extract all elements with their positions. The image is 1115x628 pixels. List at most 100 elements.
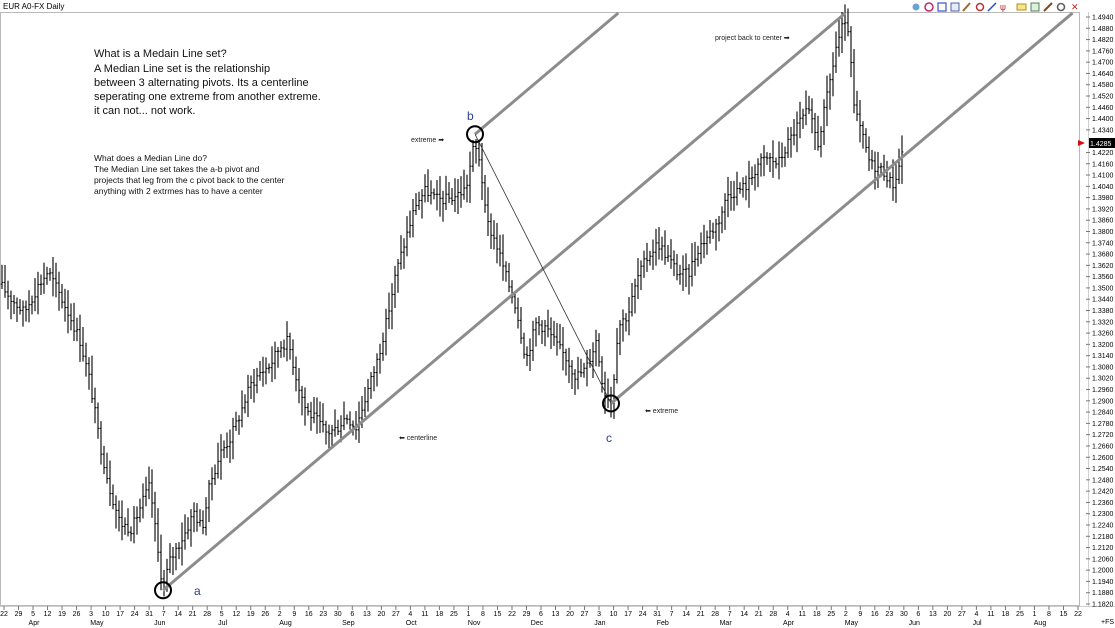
last-price-box — [1089, 138, 1115, 148]
y-tick-label: 1.4100 — [1092, 173, 1114, 180]
x-tick-label: 28 — [711, 611, 719, 618]
y-tick-label: 1.3260 — [1092, 331, 1114, 338]
x-tick-label: 7 — [162, 611, 166, 618]
x-tick-label: 18 — [1002, 611, 1010, 618]
x-month-label: Jul — [973, 620, 982, 627]
y-tick-label: 1.2840 — [1092, 410, 1114, 417]
cloud-icon[interactable] — [912, 3, 920, 11]
x-tick-label: 22 — [508, 611, 516, 618]
x-month-label: Dec — [531, 620, 544, 627]
last-price-marker: 1.4285 — [1078, 138, 1115, 148]
y-tick-label: 1.3200 — [1092, 342, 1114, 349]
x-tick-label: 30 — [900, 611, 908, 618]
x-tick-label: 15 — [494, 611, 502, 618]
close-icon[interactable]: ✕ — [1071, 3, 1079, 13]
x-month-label: Aug — [1034, 620, 1047, 627]
median-line-icon[interactable]: ψ — [1000, 3, 1006, 13]
plot-area[interactable] — [0, 12, 1080, 606]
x-tick-label: 15 — [1060, 611, 1068, 618]
y-tick-label: 1.4160 — [1092, 161, 1114, 168]
x-month-label: Feb — [657, 620, 669, 627]
y-tick-label: 1.3620 — [1092, 263, 1114, 270]
x-tick-label: 22 — [0, 611, 8, 618]
chart-icon[interactable] — [950, 2, 960, 12]
y-tick-label: 1.1940 — [1092, 579, 1114, 586]
y-tick-label: 1.3740 — [1092, 240, 1114, 247]
pencil-icon[interactable] — [962, 2, 971, 12]
last-price-arrow — [1078, 140, 1085, 146]
note2-line: The Median Line set takes the a-b pivot … — [94, 164, 260, 174]
note-block-2: What does a Median Line do? The Median L… — [94, 153, 285, 196]
x-tick-label: 10 — [610, 611, 618, 618]
x-tick-label: 29 — [523, 611, 531, 618]
x-month-label: Jun — [909, 620, 920, 627]
y-tick-label: 1.3380 — [1092, 308, 1114, 315]
pivot-label-c: c — [606, 431, 612, 445]
y-tick-label: 1.2240 — [1092, 522, 1114, 529]
corner-label: +FS — [1101, 619, 1114, 626]
x-tick-label: 8 — [1047, 611, 1051, 618]
y-tick-label: 1.3080 — [1092, 364, 1114, 371]
pencil-alt-icon[interactable] — [1043, 2, 1053, 12]
gear-icon[interactable] — [1056, 2, 1066, 12]
lower-parallel[interactable] — [610, 11, 1074, 405]
upper-parallel[interactable] — [474, 11, 620, 136]
note2-line: projects that leg from the c pivot back … — [94, 175, 285, 185]
y-tick-label: 1.3860 — [1092, 218, 1114, 225]
x-tick-label: 2 — [278, 611, 282, 618]
grid-icon[interactable] — [937, 2, 947, 12]
y-tick-label: 1.3320 — [1092, 319, 1114, 326]
x-month-label: Jul — [218, 620, 227, 627]
image-icon[interactable] — [1030, 2, 1040, 12]
toolbar[interactable]: ψ ✕ — [912, 2, 1079, 13]
x-tick-label: 13 — [929, 611, 937, 618]
pivot-a-circle[interactable] — [154, 581, 172, 600]
x-month-label: May — [90, 620, 104, 627]
clock-icon[interactable] — [924, 2, 934, 12]
b-c-connector — [474, 134, 612, 404]
x-tick-label: 17 — [116, 611, 124, 618]
y-tick-label: 1.3980 — [1092, 195, 1114, 202]
x-month-label: Nov — [468, 620, 481, 627]
x-tick-label: 12 — [232, 611, 240, 618]
x-month-label: Apr — [783, 620, 795, 627]
x-tick-label: 17 — [624, 611, 632, 618]
y-tick-label: 1.4040 — [1092, 184, 1114, 191]
centerline[interactable] — [162, 11, 847, 592]
x-tick-label: 13 — [363, 611, 371, 618]
x-tick-label: 2 — [844, 611, 848, 618]
trendline-icon[interactable] — [987, 2, 997, 12]
median-line-set[interactable] — [154, 11, 1074, 600]
x-tick-label: 3 — [89, 611, 93, 618]
note2-line: What does a Median Line do? — [94, 153, 207, 163]
pivot-c-circle[interactable] — [602, 394, 620, 413]
x-tick-label: 31 — [145, 611, 153, 618]
x-tick-label: 23 — [319, 611, 327, 618]
x-tick-label: 16 — [871, 611, 879, 618]
x-tick-label: 30 — [334, 611, 342, 618]
x-tick-label: 14 — [740, 611, 748, 618]
y-tick-label: 1.4400 — [1092, 116, 1114, 123]
x-tick-label: 19 — [247, 611, 255, 618]
x-tick-label: 28 — [769, 611, 777, 618]
label-icon[interactable] — [1016, 3, 1027, 11]
y-tick-label: 1.1820 — [1092, 602, 1114, 609]
x-tick-label: 8 — [481, 611, 485, 618]
y-tick-label: 1.4940 — [1092, 15, 1114, 22]
note-block-1: What is a Medain Line set? A Median Line… — [94, 48, 321, 117]
x-month-label: Jun — [154, 620, 165, 627]
pivot-label-a: a — [194, 584, 201, 598]
scissors-icon[interactable] — [975, 2, 985, 12]
annotation-extreme-b: extreme ➡ — [411, 137, 444, 144]
pivot-b-circle[interactable] — [466, 125, 484, 144]
x-tick-label: 18 — [813, 611, 821, 618]
x-tick-label: 24 — [131, 611, 139, 618]
annotation-centerline: ⬅ centerline — [399, 435, 437, 442]
y-tick-label: 1.3800 — [1092, 229, 1114, 236]
x-tick-label: 24 — [639, 611, 647, 618]
note1-line: seperating one extreme from another extr… — [94, 91, 321, 103]
y-tick-label: 1.4460 — [1092, 105, 1114, 112]
x-month-label: Oct — [406, 620, 417, 627]
note2-line: anything with 2 extrmes has to have a ce… — [94, 186, 263, 196]
